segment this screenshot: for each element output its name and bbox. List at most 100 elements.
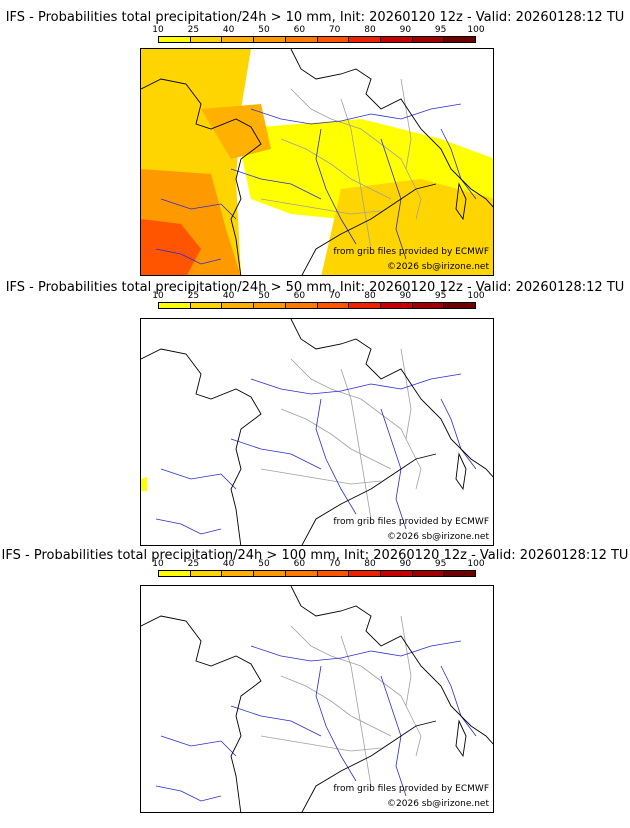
river-line [230,438,322,470]
colorbar-tick-label: 100 [467,559,485,569]
river-line [250,373,462,395]
colorbar-segment [349,571,381,576]
river-line [315,665,357,782]
colorbar-segment [285,303,318,308]
panel-title: IFS - Probabilities total precipitation/… [1,548,629,563]
coastline [141,78,262,275]
colorbar-segment [380,303,413,308]
colorbar-tick-label: 90 [399,291,412,301]
map-svg [141,319,493,545]
map-panel-100mm: IFS - Probabilities total precipitation/… [0,538,630,828]
colorbar-segment [380,571,413,576]
border-line [260,735,382,752]
colorbar-tick-label: 95 [434,559,447,569]
colorbar-segment [317,571,350,576]
colorbar-segment [285,37,318,42]
credit-text: from grib files provided by ECMWF [333,247,489,257]
map-svg [141,586,493,812]
colorbar-tick-label: 70 [328,291,341,301]
colorbar-tick-label: 40 [222,25,235,35]
colorbar-segment [349,303,381,308]
river-line [155,518,222,535]
river-line [250,640,462,662]
colorbar-tick-label: 50 [258,291,270,301]
border-line [260,198,382,215]
coastline [301,453,437,545]
colorbar-tick-label: 95 [434,291,447,301]
precipitation-map: from grib files provided by ECMWF ©2026 … [140,318,494,546]
border-line [260,468,382,485]
colorbar-segment [317,303,350,308]
colorbar-segment [254,571,286,576]
colorbar-tick-labels: 10 25 40 50 60 70 80 90 95 100 [152,559,484,570]
river-line [160,198,237,220]
panel-title: IFS - Probabilities total precipitation/… [5,280,625,295]
river-line [440,128,477,200]
border-line [400,615,412,707]
colorbar-segment [380,37,413,42]
colorbar-tick-label: 10 [152,25,164,35]
map-panel-10mm: IFS - Probabilities total precipitation/… [0,0,630,280]
colorbar-tick-label: 80 [364,559,376,569]
colorbar-tick-label: 25 [187,291,200,301]
colorbar-segment [444,571,476,576]
coastline [141,348,262,545]
coastline [290,49,493,208]
river-line [230,705,322,737]
river-line [440,398,477,470]
colorbar-tick-label: 80 [364,25,376,35]
coastline [290,319,493,478]
colorbar-tick-label: 90 [399,25,412,35]
panel-title: IFS - Probabilities total precipitation/… [5,10,625,25]
precipitation-map: from grib files provided by ECMWF ©2026 … [140,48,494,276]
colorbar-segment [444,303,476,308]
copyright-text: ©2026 sb@irizone.net [387,532,489,542]
colorbar-tick-label: 90 [399,559,412,569]
colorbar [158,36,476,43]
colorbar-tick-label: 50 [258,25,270,35]
coastline [301,183,437,275]
colorbar-segment [285,571,318,576]
colorbar-tick-label: 25 [187,25,200,35]
colorbar-tick-label: 80 [364,291,376,301]
colorbar-tick-label: 50 [258,559,270,569]
colorbar-segment [412,571,445,576]
colorbar-segment [222,571,255,576]
border-line [290,88,422,220]
river-line [155,785,222,802]
colorbar-segment [222,303,255,308]
precipitation-area [141,219,201,275]
border-line [340,98,372,250]
island-corsica [455,452,467,491]
colorbar-tick-label: 95 [434,25,447,35]
credit-text: from grib files provided by ECMWF [333,517,489,527]
colorbar-segment [190,571,223,576]
colorbar-tick-label: 25 [187,559,200,569]
colorbar-tick-label: 10 [152,291,164,301]
colorbar-tick-label: 40 [222,291,235,301]
colorbar-tick-label: 60 [293,25,306,35]
colorbar-tick-labels: 10 25 40 50 60 70 80 90 95 100 [152,291,484,302]
border-line [400,348,412,440]
colorbar-segment [254,37,286,42]
river-line [380,675,407,797]
precipitation-map: from grib files provided by ECMWF ©2026 … [140,585,494,813]
colorbar-tick-label: 60 [293,291,306,301]
river-line [380,408,407,530]
credit-text: from grib files provided by ECMWF [333,784,489,794]
colorbar-segment [444,37,476,42]
map-panel-50mm: IFS - Probabilities total precipitation/… [0,270,630,550]
colorbar-tick-label: 40 [222,559,235,569]
border-line [280,138,392,200]
river-line [440,665,477,737]
colorbar-segment [159,303,191,308]
river-line [315,128,357,245]
colorbar-tick-label: 100 [467,25,485,35]
river-line [230,168,322,200]
colorbar-segment [190,37,223,42]
colorbar-tick-label: 70 [328,25,341,35]
border-line [290,625,422,757]
copyright-text: ©2026 sb@irizone.net [387,262,489,272]
colorbar-segment [159,571,191,576]
precipitation-area [201,104,271,159]
